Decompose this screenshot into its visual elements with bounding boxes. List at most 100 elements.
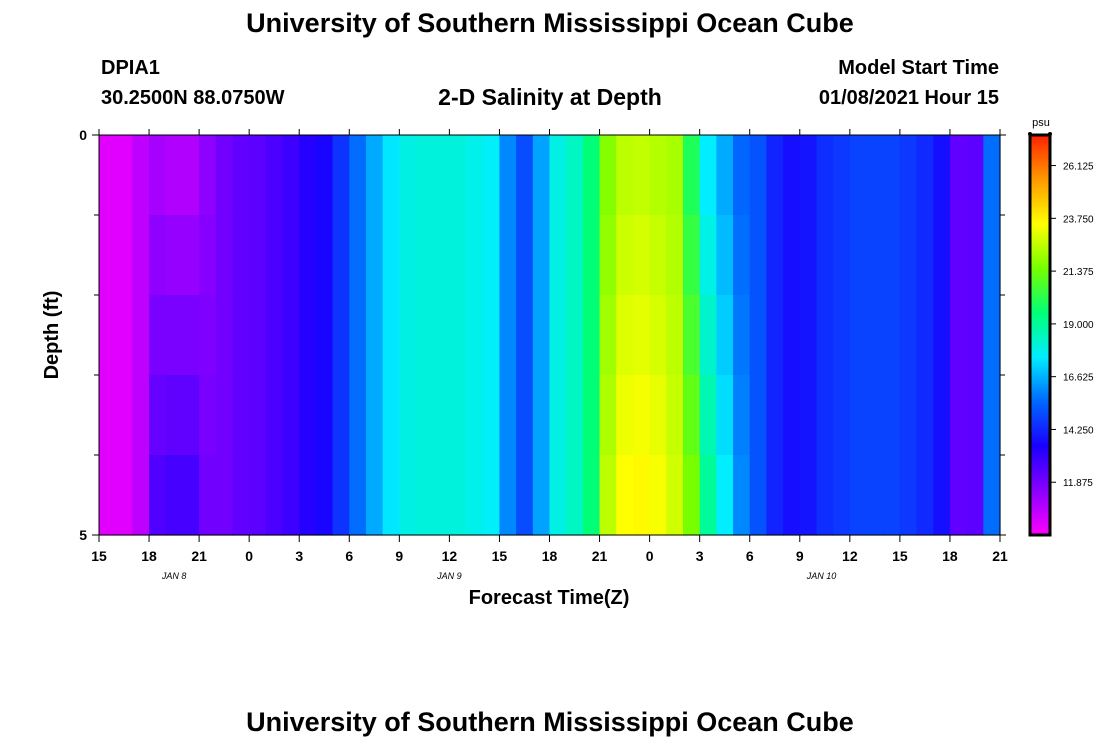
heatmap-cell [749, 215, 768, 296]
heatmap-cell [249, 375, 267, 456]
heatmap-cell [749, 455, 768, 536]
heatmap-cell [399, 455, 417, 536]
plot-title: 2-D Salinity at Depth [438, 84, 662, 110]
heatmap-cell [766, 295, 784, 376]
x-axis-label: Forecast Time(Z) [469, 587, 630, 609]
x-tick-label: 12 [442, 548, 458, 564]
heatmap-cell [666, 375, 684, 456]
heatmap-cell [365, 295, 384, 376]
heatmap-cell [332, 295, 350, 376]
heatmap-cell [899, 135, 918, 216]
heatmap-cell [699, 215, 717, 296]
heatmap-cell [349, 215, 367, 296]
heatmap-cell [983, 135, 1001, 216]
heatmap-cell [616, 295, 634, 376]
heatmap-cell [766, 375, 784, 456]
heatmap-cell [332, 455, 350, 536]
heatmap-cell [666, 135, 684, 216]
heatmap-cell [499, 455, 517, 536]
heatmap-cell [499, 135, 517, 216]
heatmap-cell [783, 135, 801, 216]
heatmap-cell [716, 295, 734, 376]
heatmap-cell [499, 295, 517, 376]
heatmap-cell [632, 455, 651, 536]
heatmap-cell [733, 375, 751, 456]
heatmap-cell [365, 135, 384, 216]
heatmap-cell [899, 295, 918, 376]
heatmap-cell [365, 215, 384, 296]
heatmap-cell [432, 375, 450, 456]
heatmap-cell [299, 135, 317, 216]
heatmap-cell [516, 455, 534, 536]
y-axis-label: Depth (ft) [41, 291, 63, 380]
heatmap-cell [499, 215, 517, 296]
heatmap-cell [215, 215, 234, 296]
heatmap-cell [349, 295, 367, 376]
heatmap-cell [315, 215, 334, 296]
date-label: JAN 9 [436, 571, 462, 581]
heatmap-cell [165, 455, 184, 536]
heatmap-cell [549, 215, 567, 296]
heatmap-cell [532, 215, 551, 296]
heatmap-cell [866, 135, 884, 216]
heatmap-cell [682, 455, 701, 536]
heatmap-cell [983, 215, 1001, 296]
heatmap-cell [816, 135, 834, 216]
heatmap-cell [416, 375, 434, 456]
y-tick-label: 0 [79, 127, 87, 143]
heatmap-cell [566, 375, 584, 456]
heatmap-cell [716, 215, 734, 296]
heatmap-cell [432, 215, 450, 296]
heatmap-cell [149, 455, 167, 536]
heatmap-cell [99, 455, 117, 536]
heatmap-cell [282, 375, 300, 456]
heatmap-cell [99, 215, 117, 296]
heatmap-cell [699, 375, 717, 456]
heatmap-cell [966, 455, 984, 536]
heatmap-cell [833, 375, 851, 456]
heatmap-cell [332, 135, 350, 216]
heatmap-cell [482, 215, 501, 296]
heatmap-cell [215, 375, 234, 456]
heatmap-cell [199, 375, 217, 456]
heatmap-cell [132, 215, 150, 296]
heatmap-cell [449, 455, 467, 536]
heatmap-cell [933, 455, 951, 536]
heatmap-cell [766, 455, 784, 536]
heatmap-cell [315, 375, 334, 456]
x-tick-label: 0 [646, 548, 654, 564]
heatmap-cell [599, 135, 617, 216]
model-start-value: 01/08/2021 Hour 15 [818, 87, 999, 109]
heatmap-cell [549, 135, 567, 216]
heatmap-cell [282, 295, 300, 376]
y-tick-label: 5 [79, 527, 87, 543]
heatmap-cell [833, 215, 851, 296]
x-tick-label: 9 [796, 548, 804, 564]
heatmap-cell [265, 295, 284, 376]
heatmap-cell [616, 455, 634, 536]
heatmap-cell [849, 375, 868, 456]
colorbar-scale [1028, 133, 1052, 537]
heatmap-cell [749, 375, 768, 456]
heatmap-cell [182, 135, 200, 216]
heatmap-cell [165, 135, 184, 216]
heatmap-cell [916, 455, 934, 536]
heatmap-cell [232, 215, 250, 296]
heatmap-cell [115, 455, 133, 536]
heatmap-cell [866, 215, 884, 296]
heatmap-cell [399, 135, 417, 216]
heatmap-cell [199, 215, 217, 296]
heatmap-cell [349, 135, 367, 216]
heatmap-cell [265, 135, 284, 216]
heatmap-cell [966, 135, 984, 216]
heatmap-cell [949, 135, 968, 216]
heatmap-cell [232, 295, 250, 376]
heatmap-cell [182, 215, 200, 296]
heatmap-cell [115, 295, 133, 376]
x-tick-label: 9 [395, 548, 403, 564]
heatmap-cell [215, 455, 234, 536]
heatmap-cell [382, 135, 400, 216]
heatmap-cell [949, 215, 968, 296]
heatmap-cell [983, 295, 1001, 376]
heatmap-cell [315, 135, 334, 216]
